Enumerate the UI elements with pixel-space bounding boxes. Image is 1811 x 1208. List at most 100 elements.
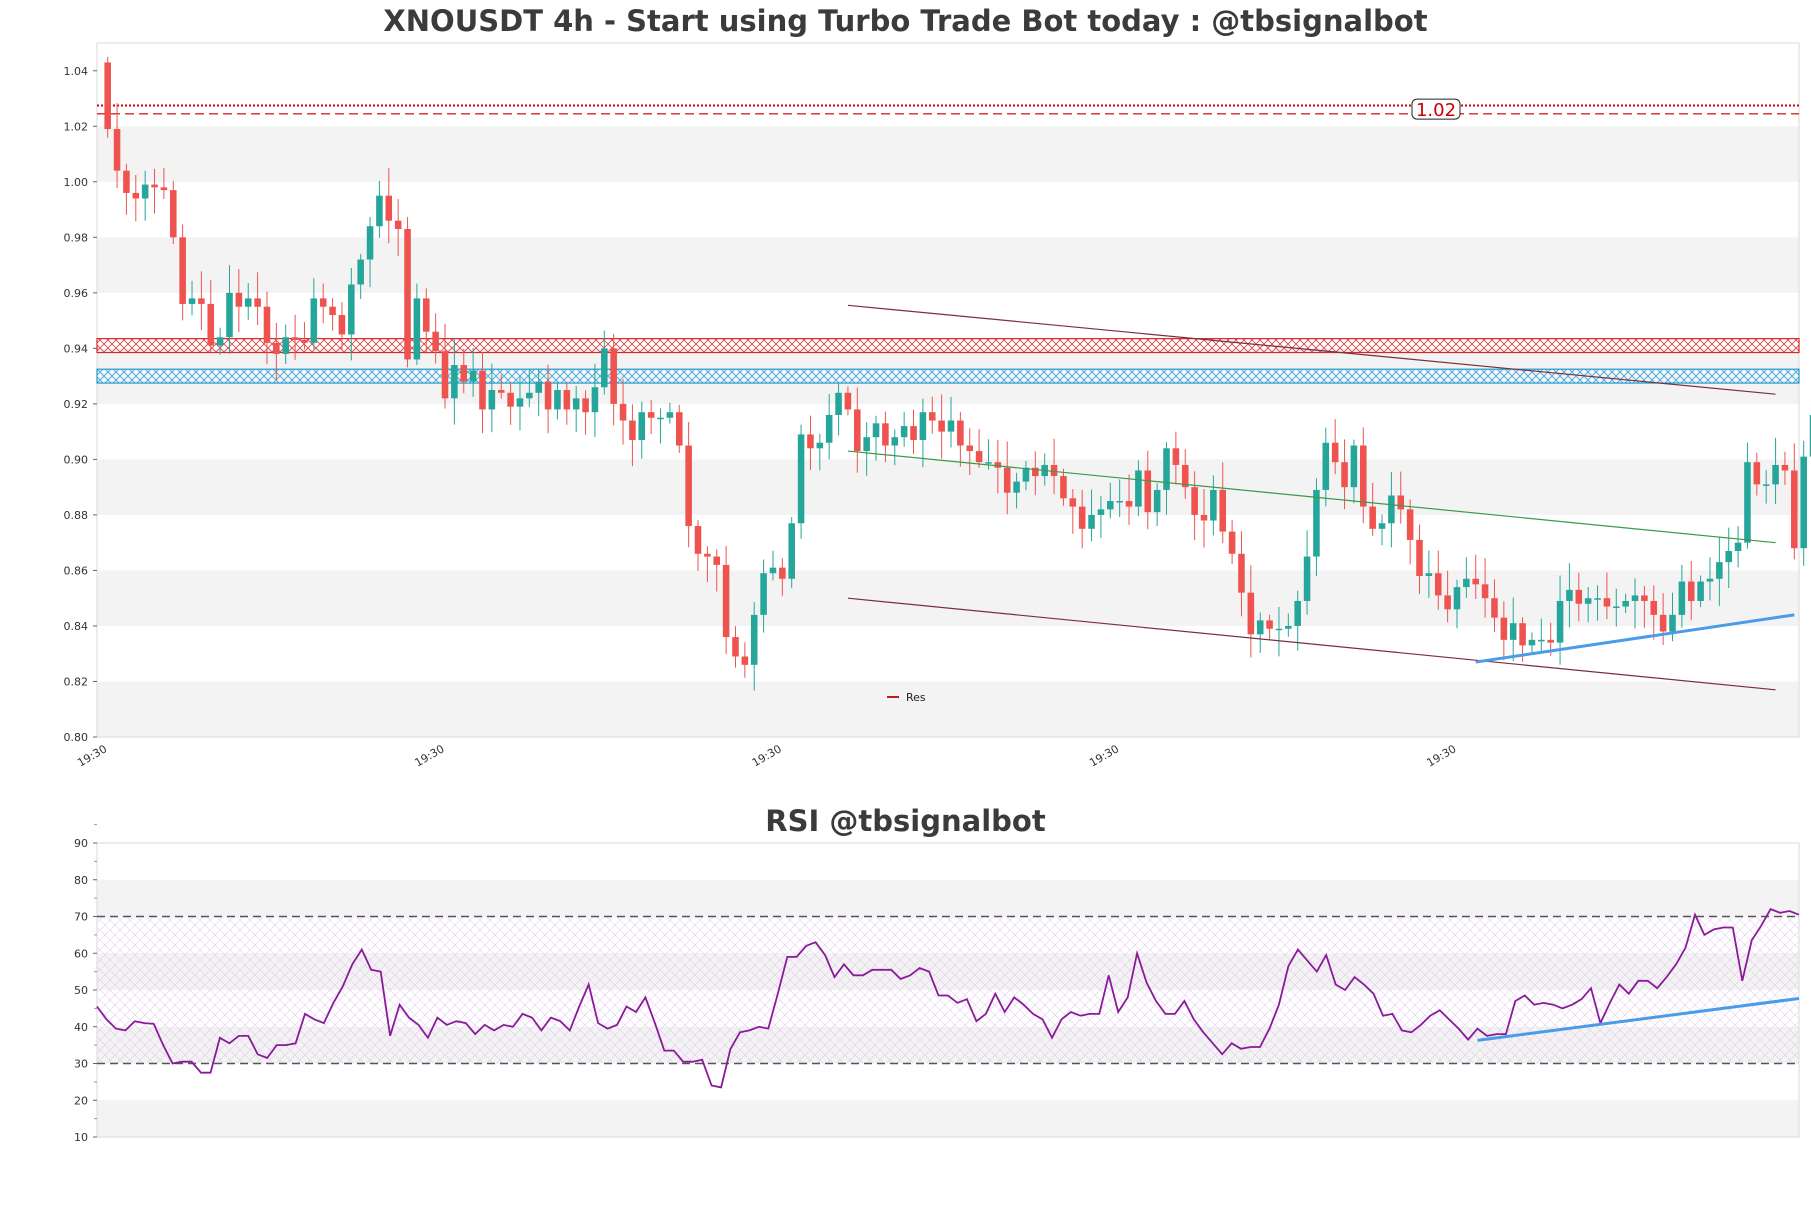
candle-body xyxy=(207,303,215,346)
candle-body xyxy=(572,398,580,410)
candle-body xyxy=(1200,514,1208,521)
trend-line xyxy=(1475,613,1795,664)
candle-body xyxy=(1528,639,1536,646)
candle-body xyxy=(1594,598,1601,600)
candle-body xyxy=(526,392,533,399)
candle-body xyxy=(385,195,393,221)
candle-body xyxy=(1716,562,1723,579)
candle-body xyxy=(694,526,702,554)
candle-body xyxy=(1538,639,1545,642)
candle-body xyxy=(732,637,739,657)
candle-body xyxy=(554,390,561,410)
candle-body xyxy=(1734,542,1742,552)
candle-body xyxy=(1313,489,1320,557)
candle-body xyxy=(1753,462,1761,485)
candle-body xyxy=(432,331,439,352)
candle-body xyxy=(769,567,777,574)
candle-body xyxy=(1762,484,1770,486)
candle-body xyxy=(404,228,411,360)
candle-body xyxy=(1341,462,1348,488)
candle-body xyxy=(872,423,880,438)
candle-body xyxy=(291,337,299,341)
price-y-tick-label: 0.96 xyxy=(64,287,89,300)
candle-body xyxy=(1210,489,1217,521)
candle-body xyxy=(216,337,224,346)
candle-body xyxy=(1369,506,1376,529)
candle-body xyxy=(1069,498,1077,507)
candle-body xyxy=(544,381,552,410)
price-y-tick-label: 0.82 xyxy=(64,675,89,688)
price-chart-title: XNOUSDT 4h - Start using Turbo Trade Bot… xyxy=(383,4,1428,38)
candle-body xyxy=(1706,578,1714,582)
candle-body xyxy=(629,420,636,440)
candle-body xyxy=(638,412,646,440)
candle-body xyxy=(422,298,430,332)
candle-body xyxy=(1678,581,1686,615)
price-y-tick-label: 0.84 xyxy=(64,620,89,633)
candle-body xyxy=(1744,462,1751,543)
candle-body xyxy=(1416,539,1423,576)
candle-body xyxy=(1434,573,1442,596)
candle-body xyxy=(966,445,974,452)
candle-body xyxy=(854,409,861,452)
candle-body xyxy=(610,348,617,404)
candle-body xyxy=(938,420,945,432)
candle-body xyxy=(750,614,758,665)
candle-body xyxy=(591,387,599,413)
resistance-label: 1.02 xyxy=(1416,100,1456,121)
candle-body xyxy=(104,62,111,130)
rsi-band xyxy=(97,879,1799,917)
candle-body xyxy=(835,392,842,415)
candle-body xyxy=(460,365,468,382)
candle-body xyxy=(1219,489,1227,532)
candle-body xyxy=(900,426,908,438)
price-x-tick-label: 19:30 xyxy=(1425,742,1459,769)
price-x-tick-label: 19:30 xyxy=(1087,742,1121,769)
candle-body xyxy=(975,451,983,463)
candle-body xyxy=(535,381,542,393)
candle-body xyxy=(1088,514,1095,529)
candle-body xyxy=(1463,578,1470,588)
candle-body xyxy=(1285,625,1292,629)
candle-body xyxy=(1650,600,1658,615)
candle-body xyxy=(1481,584,1489,599)
price-y-tick-label: 0.98 xyxy=(64,231,89,244)
candle-body xyxy=(1032,467,1039,477)
candle-body xyxy=(741,656,749,665)
candle-body xyxy=(451,365,458,399)
candle-body xyxy=(947,420,955,432)
candle-body xyxy=(338,315,346,335)
candle-body xyxy=(282,337,289,354)
candle-body xyxy=(1116,501,1123,503)
rsi-chart-title: RSI @tbsignalbot xyxy=(765,804,1046,838)
candle-body xyxy=(151,184,158,188)
price-band xyxy=(97,570,1799,626)
candle-body xyxy=(488,390,496,410)
candle-body xyxy=(516,398,524,407)
candle-body xyxy=(357,259,364,285)
candle-body xyxy=(1406,509,1414,540)
candle-body xyxy=(704,553,711,557)
price-y-tick-label: 0.80 xyxy=(64,731,89,744)
resistance-label-box xyxy=(1411,98,1461,120)
candle-body xyxy=(985,462,992,464)
candle-body xyxy=(1135,470,1142,507)
candle-body xyxy=(816,442,824,449)
candle-body xyxy=(825,414,833,443)
price-x-tick-label: 19:30 xyxy=(75,742,109,769)
price-band xyxy=(97,126,1799,182)
candle-body xyxy=(1631,595,1639,601)
candle-body xyxy=(1153,489,1161,513)
candle-body xyxy=(713,556,721,565)
candle-body xyxy=(1659,614,1667,632)
price-y-tick-label: 1.00 xyxy=(64,176,89,189)
candle-body xyxy=(657,417,664,420)
candle-body xyxy=(1547,639,1554,643)
candle-body xyxy=(497,390,505,393)
candle-body xyxy=(1013,481,1020,493)
price-band xyxy=(97,237,1799,293)
candle-body xyxy=(1228,531,1236,554)
candle-body xyxy=(1144,470,1152,513)
candle-body xyxy=(113,129,121,171)
candle-body xyxy=(1687,581,1695,601)
